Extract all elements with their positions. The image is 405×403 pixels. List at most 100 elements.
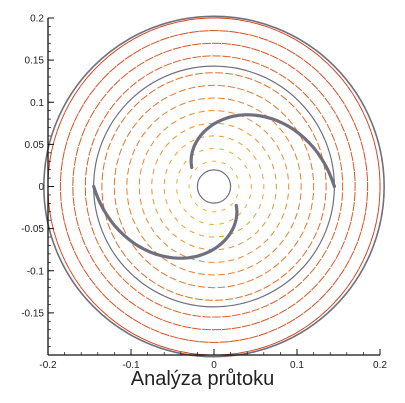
velocity-vector: [122, 226, 127, 234]
impeller-geometry: [43, 15, 385, 358]
velocity-vector: [110, 232, 116, 240]
velocity-vector: [108, 300, 117, 308]
velocity-vector: [141, 44, 151, 50]
velocity-vector: [94, 128, 100, 137]
y-tick-label: 0.1: [30, 98, 44, 109]
velocity-vector: [74, 277, 81, 287]
velocity-vector: [312, 315, 321, 323]
velocity-vector: [89, 254, 95, 263]
velocity-vector: [228, 18, 240, 21]
velocity-vector: [255, 108, 263, 113]
velocity-vector: [349, 250, 355, 260]
velocity-vector: [198, 98, 205, 100]
velocity-vector: [338, 95, 345, 105]
velocity-vector: [258, 345, 269, 350]
velocity-vector: [159, 345, 170, 350]
velocity-vector: [101, 192, 104, 201]
velocity-vector: [86, 207, 90, 216]
velocity-vector: [297, 163, 301, 170]
velocity-vector: [181, 144, 186, 149]
velocity-vector: [280, 111, 287, 117]
velocity-vector: [353, 192, 356, 202]
velocity-vector: [352, 161, 355, 171]
velocity-vector: [115, 321, 125, 329]
velocity-vector: [302, 91, 310, 99]
velocity-vector: [235, 74, 243, 77]
velocity-vector: [138, 114, 144, 121]
velocity-vector: [60, 161, 63, 171]
velocity-vector: [94, 236, 100, 245]
velocity-vector: [141, 158, 145, 165]
velocity-vector: [248, 21, 259, 25]
velocity-vector: [86, 157, 90, 166]
velocity-vector: [132, 244, 138, 251]
velocity-vector: [128, 158, 132, 165]
velocity-vector: [375, 211, 379, 222]
velocity-vector: [114, 197, 117, 206]
velocity-vector: [353, 94, 360, 104]
velocity-vector: [219, 222, 224, 225]
velocity-vector: [180, 239, 186, 244]
velocity-vector: [72, 197, 75, 207]
velocity-vector: [341, 78, 349, 87]
velocity-vector: [189, 194, 193, 199]
velocity-vector: [318, 89, 325, 98]
velocity-vector: [263, 284, 271, 289]
velocity-vector: [255, 274, 263, 279]
velocity-vector: [163, 189, 166, 195]
velocity-vector: [318, 293, 327, 301]
velocity-vector: [269, 54, 279, 60]
velocity-vector: [229, 30, 239, 34]
velocity-vector: [237, 227, 243, 232]
velocity-vector: [198, 285, 206, 288]
velocity-vector: [202, 42, 212, 45]
velocity-vector: [284, 203, 288, 210]
velocity-vector: [302, 274, 310, 282]
velocity-vector: [116, 306, 125, 314]
velocity-vector: [269, 313, 279, 319]
velocity-vector: [199, 149, 204, 152]
velocity-vector: [120, 293, 129, 301]
velocity-vector: [312, 172, 314, 181]
velocity-vector: [221, 328, 231, 331]
velocity-vector: [276, 144, 281, 151]
velocity-vector: [258, 164, 262, 170]
velocity-vector: [303, 306, 312, 314]
plot-axes: 0.2 0.15 0.1 0.05 0 -0.05 -0.1 -0.15 -0.2 -0.1 0 0.…: [21, 14, 387, 372]
velocity-vector: [317, 222, 321, 231]
velocity-vector: [159, 150, 164, 156]
velocity-vector: [248, 348, 259, 352]
velocity-vector: [235, 296, 243, 299]
velocity-vector: [132, 122, 138, 129]
velocity-vector: [133, 265, 140, 272]
velocity-vector: [195, 72, 203, 75]
velocity-vector: [232, 56, 241, 60]
velocity-vector: [169, 348, 180, 352]
velocity-vector: [294, 212, 298, 220]
velocity-vector: [161, 257, 168, 262]
velocity-vector: [285, 231, 290, 238]
velocity-vector: [251, 61, 260, 65]
velocity-vector: [115, 44, 125, 52]
velocity-vector: [320, 212, 324, 221]
velocity-vector: [115, 270, 122, 278]
velocity-vector: [303, 143, 308, 151]
velocity-vector: [299, 173, 302, 180]
velocity-vector: [246, 278, 254, 283]
velocity-vector: [238, 19, 249, 23]
velocity-vector: [60, 250, 66, 261]
velocity-vector: [218, 261, 225, 263]
velocity-vector: [261, 146, 266, 152]
velocity-vector: [94, 101, 101, 110]
velocity-vector: [301, 249, 308, 257]
velocity-vector: [246, 251, 253, 255]
velocity-vector: [301, 116, 308, 124]
velocity-vector: [332, 87, 340, 96]
velocity-vector: [281, 213, 285, 220]
velocity-vector: [85, 245, 90, 255]
velocity-vector: [66, 131, 71, 142]
velocity-vector: [311, 300, 320, 308]
velocity-vector: [60, 171, 62, 182]
velocity-vector: [137, 75, 145, 82]
x-tick-label: 0: [211, 360, 217, 371]
